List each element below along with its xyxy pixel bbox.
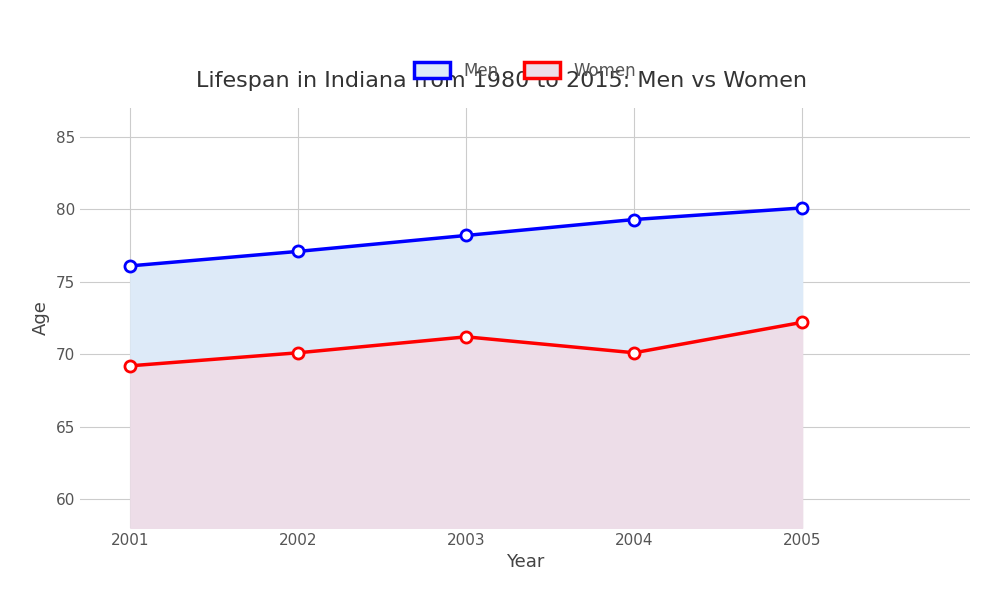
Legend: Men, Women: Men, Women <box>414 62 636 80</box>
Text: Lifespan in Indiana from 1980 to 2015: Men vs Women: Lifespan in Indiana from 1980 to 2015: M… <box>196 71 807 91</box>
Y-axis label: Age: Age <box>32 301 50 335</box>
X-axis label: Year: Year <box>506 553 544 571</box>
